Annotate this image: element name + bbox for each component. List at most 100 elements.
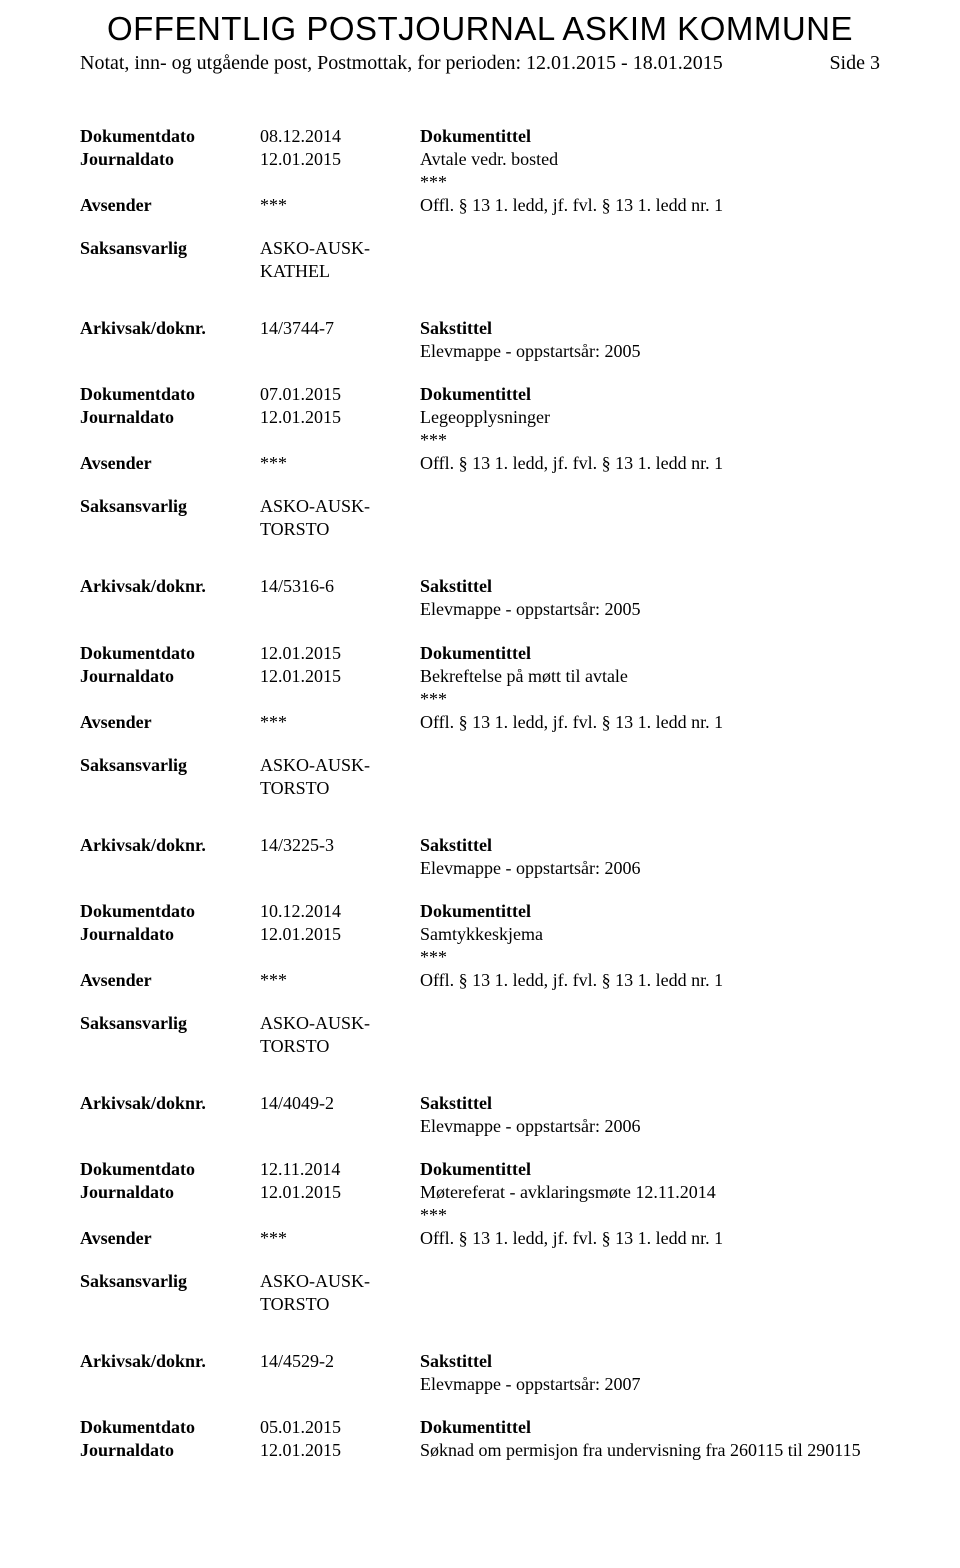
label-arkivsak: Arkivsak/doknr. bbox=[80, 575, 260, 598]
arkivsak: 14/4049-2 bbox=[260, 1092, 420, 1115]
record: Arkivsak/doknr. 14/3744-7 Sakstittel Ele… bbox=[80, 317, 880, 541]
saksansvarlig: ASKO-AUSK-TORSTO bbox=[260, 1012, 420, 1058]
label-arkivsak: Arkivsak/doknr. bbox=[80, 1092, 260, 1115]
spacer bbox=[80, 1373, 260, 1396]
record: Arkivsak/doknr. 14/4049-2 Sakstittel Ele… bbox=[80, 1092, 880, 1316]
label-saksansvarlig: Saksansvarlig bbox=[80, 237, 260, 283]
spacer bbox=[260, 598, 420, 621]
saksansvarlig: ASKO-AUSK-TORSTO bbox=[260, 495, 420, 541]
label-avsender: Avsender bbox=[80, 711, 260, 734]
page: OFFENTLIG POSTJOURNAL ASKIM KOMMUNE Nota… bbox=[0, 0, 960, 1536]
journaldato: 12.01.2015 bbox=[260, 665, 420, 688]
subtitle: Notat, inn- og utgående post, Postmottak… bbox=[80, 52, 723, 75]
label-dokumentdato: Dokumentdato bbox=[80, 1416, 260, 1439]
spacer bbox=[80, 946, 260, 969]
avsender: *** bbox=[260, 969, 420, 992]
offl: Offl. § 13 1. ledd, jf. fvl. § 13 1. led… bbox=[420, 452, 880, 475]
spacer bbox=[260, 171, 420, 194]
avsender: *** bbox=[260, 452, 420, 475]
dokumentittel: Møtereferat - avklaringsmøte 12.11.2014 bbox=[420, 1181, 880, 1204]
label-journaldato: Journaldato bbox=[80, 665, 260, 688]
spacer bbox=[260, 1204, 420, 1227]
page-number: Side 3 bbox=[829, 52, 880, 75]
spacer bbox=[80, 429, 260, 452]
label-avsender: Avsender bbox=[80, 194, 260, 217]
label-sakstittel: Sakstittel bbox=[420, 575, 880, 598]
arkivsak: 14/3744-7 bbox=[260, 317, 420, 340]
spacer bbox=[80, 1115, 260, 1138]
label-sakstittel: Sakstittel bbox=[420, 834, 880, 857]
spacer bbox=[80, 598, 260, 621]
stars: *** bbox=[420, 688, 880, 711]
stars: *** bbox=[420, 429, 880, 452]
arkivsak: 14/4529-2 bbox=[260, 1350, 420, 1373]
avsender: *** bbox=[260, 1227, 420, 1250]
label-sakstittel: Sakstittel bbox=[420, 1350, 880, 1373]
avsender: *** bbox=[260, 194, 420, 217]
dokumentdato: 05.01.2015 bbox=[260, 1416, 420, 1439]
record: Arkivsak/doknr. 14/3225-3 Sakstittel Ele… bbox=[80, 834, 880, 1058]
label-dokumentdato: Dokumentdato bbox=[80, 383, 260, 406]
label-journaldato: Journaldato bbox=[80, 1439, 260, 1462]
label-journaldato: Journaldato bbox=[80, 1181, 260, 1204]
journaldato: 12.01.2015 bbox=[260, 1181, 420, 1204]
spacer bbox=[260, 857, 420, 880]
label-journaldato: Journaldato bbox=[80, 406, 260, 429]
label-avsender: Avsender bbox=[80, 452, 260, 475]
label-dokumentdato: Dokumentdato bbox=[80, 125, 260, 148]
sakstittel: Elevmappe - oppstartsår: 2005 bbox=[420, 340, 880, 363]
label-avsender: Avsender bbox=[80, 1227, 260, 1250]
label-avsender: Avsender bbox=[80, 969, 260, 992]
record: Arkivsak/doknr. 14/4529-2 Sakstittel Ele… bbox=[80, 1350, 880, 1462]
label-sakstittel: Sakstittel bbox=[420, 317, 880, 340]
stars: *** bbox=[420, 171, 880, 194]
dokumentdato: 12.01.2015 bbox=[260, 642, 420, 665]
label-journaldato: Journaldato bbox=[80, 148, 260, 171]
label-saksansvarlig: Saksansvarlig bbox=[80, 495, 260, 541]
offl: Offl. § 13 1. ledd, jf. fvl. § 13 1. led… bbox=[420, 969, 880, 992]
spacer bbox=[260, 946, 420, 969]
sakstittel: Elevmappe - oppstartsår: 2007 bbox=[420, 1373, 880, 1396]
label-saksansvarlig: Saksansvarlig bbox=[80, 1012, 260, 1058]
spacer bbox=[260, 1373, 420, 1396]
spacer bbox=[80, 857, 260, 880]
label-dokumentittel: Dokumentittel bbox=[420, 642, 880, 665]
label-dokumentittel: Dokumentittel bbox=[420, 1416, 880, 1439]
saksansvarlig: ASKO-AUSK-TORSTO bbox=[260, 1270, 420, 1316]
label-arkivsak: Arkivsak/doknr. bbox=[80, 834, 260, 857]
dokumentittel: Samtykkeskjema bbox=[420, 923, 880, 946]
journaldato: 12.01.2015 bbox=[260, 148, 420, 171]
dokumentdato: 10.12.2014 bbox=[260, 900, 420, 923]
label-dokumentdato: Dokumentdato bbox=[80, 900, 260, 923]
label-arkivsak: Arkivsak/doknr. bbox=[80, 317, 260, 340]
page-title: OFFENTLIG POSTJOURNAL ASKIM KOMMUNE bbox=[80, 10, 880, 48]
journaldato: 12.01.2015 bbox=[260, 1439, 420, 1462]
label-dokumentdato: Dokumentdato bbox=[80, 1158, 260, 1181]
offl: Offl. § 13 1. ledd, jf. fvl. § 13 1. led… bbox=[420, 711, 880, 734]
offl: Offl. § 13 1. ledd, jf. fvl. § 13 1. led… bbox=[420, 194, 880, 217]
avsender: *** bbox=[260, 711, 420, 734]
spacer bbox=[260, 429, 420, 452]
label-arkivsak: Arkivsak/doknr. bbox=[80, 1350, 260, 1373]
dokumentittel: Legeopplysninger bbox=[420, 406, 880, 429]
label-dokumentittel: Dokumentittel bbox=[420, 383, 880, 406]
sakstittel: Elevmappe - oppstartsår: 2006 bbox=[420, 1115, 880, 1138]
label-journaldato: Journaldato bbox=[80, 923, 260, 946]
label-dokumentdato: Dokumentdato bbox=[80, 642, 260, 665]
arkivsak: 14/3225-3 bbox=[260, 834, 420, 857]
saksansvarlig: ASKO-AUSK-TORSTO bbox=[260, 754, 420, 800]
label-dokumentittel: Dokumentittel bbox=[420, 900, 880, 923]
label-saksansvarlig: Saksansvarlig bbox=[80, 754, 260, 800]
spacer bbox=[80, 340, 260, 363]
sakstittel: Elevmappe - oppstartsår: 2005 bbox=[420, 598, 880, 621]
spacer bbox=[80, 1204, 260, 1227]
stars: *** bbox=[420, 946, 880, 969]
label-dokumentittel: Dokumentittel bbox=[420, 125, 880, 148]
spacer bbox=[260, 340, 420, 363]
subtitle-row: Notat, inn- og utgående post, Postmottak… bbox=[80, 52, 880, 75]
dokumentdato: 12.11.2014 bbox=[260, 1158, 420, 1181]
journaldato: 12.01.2015 bbox=[260, 923, 420, 946]
spacer bbox=[80, 688, 260, 711]
label-saksansvarlig: Saksansvarlig bbox=[80, 1270, 260, 1316]
dokumentittel: Bekreftelse på møtt til avtale bbox=[420, 665, 880, 688]
